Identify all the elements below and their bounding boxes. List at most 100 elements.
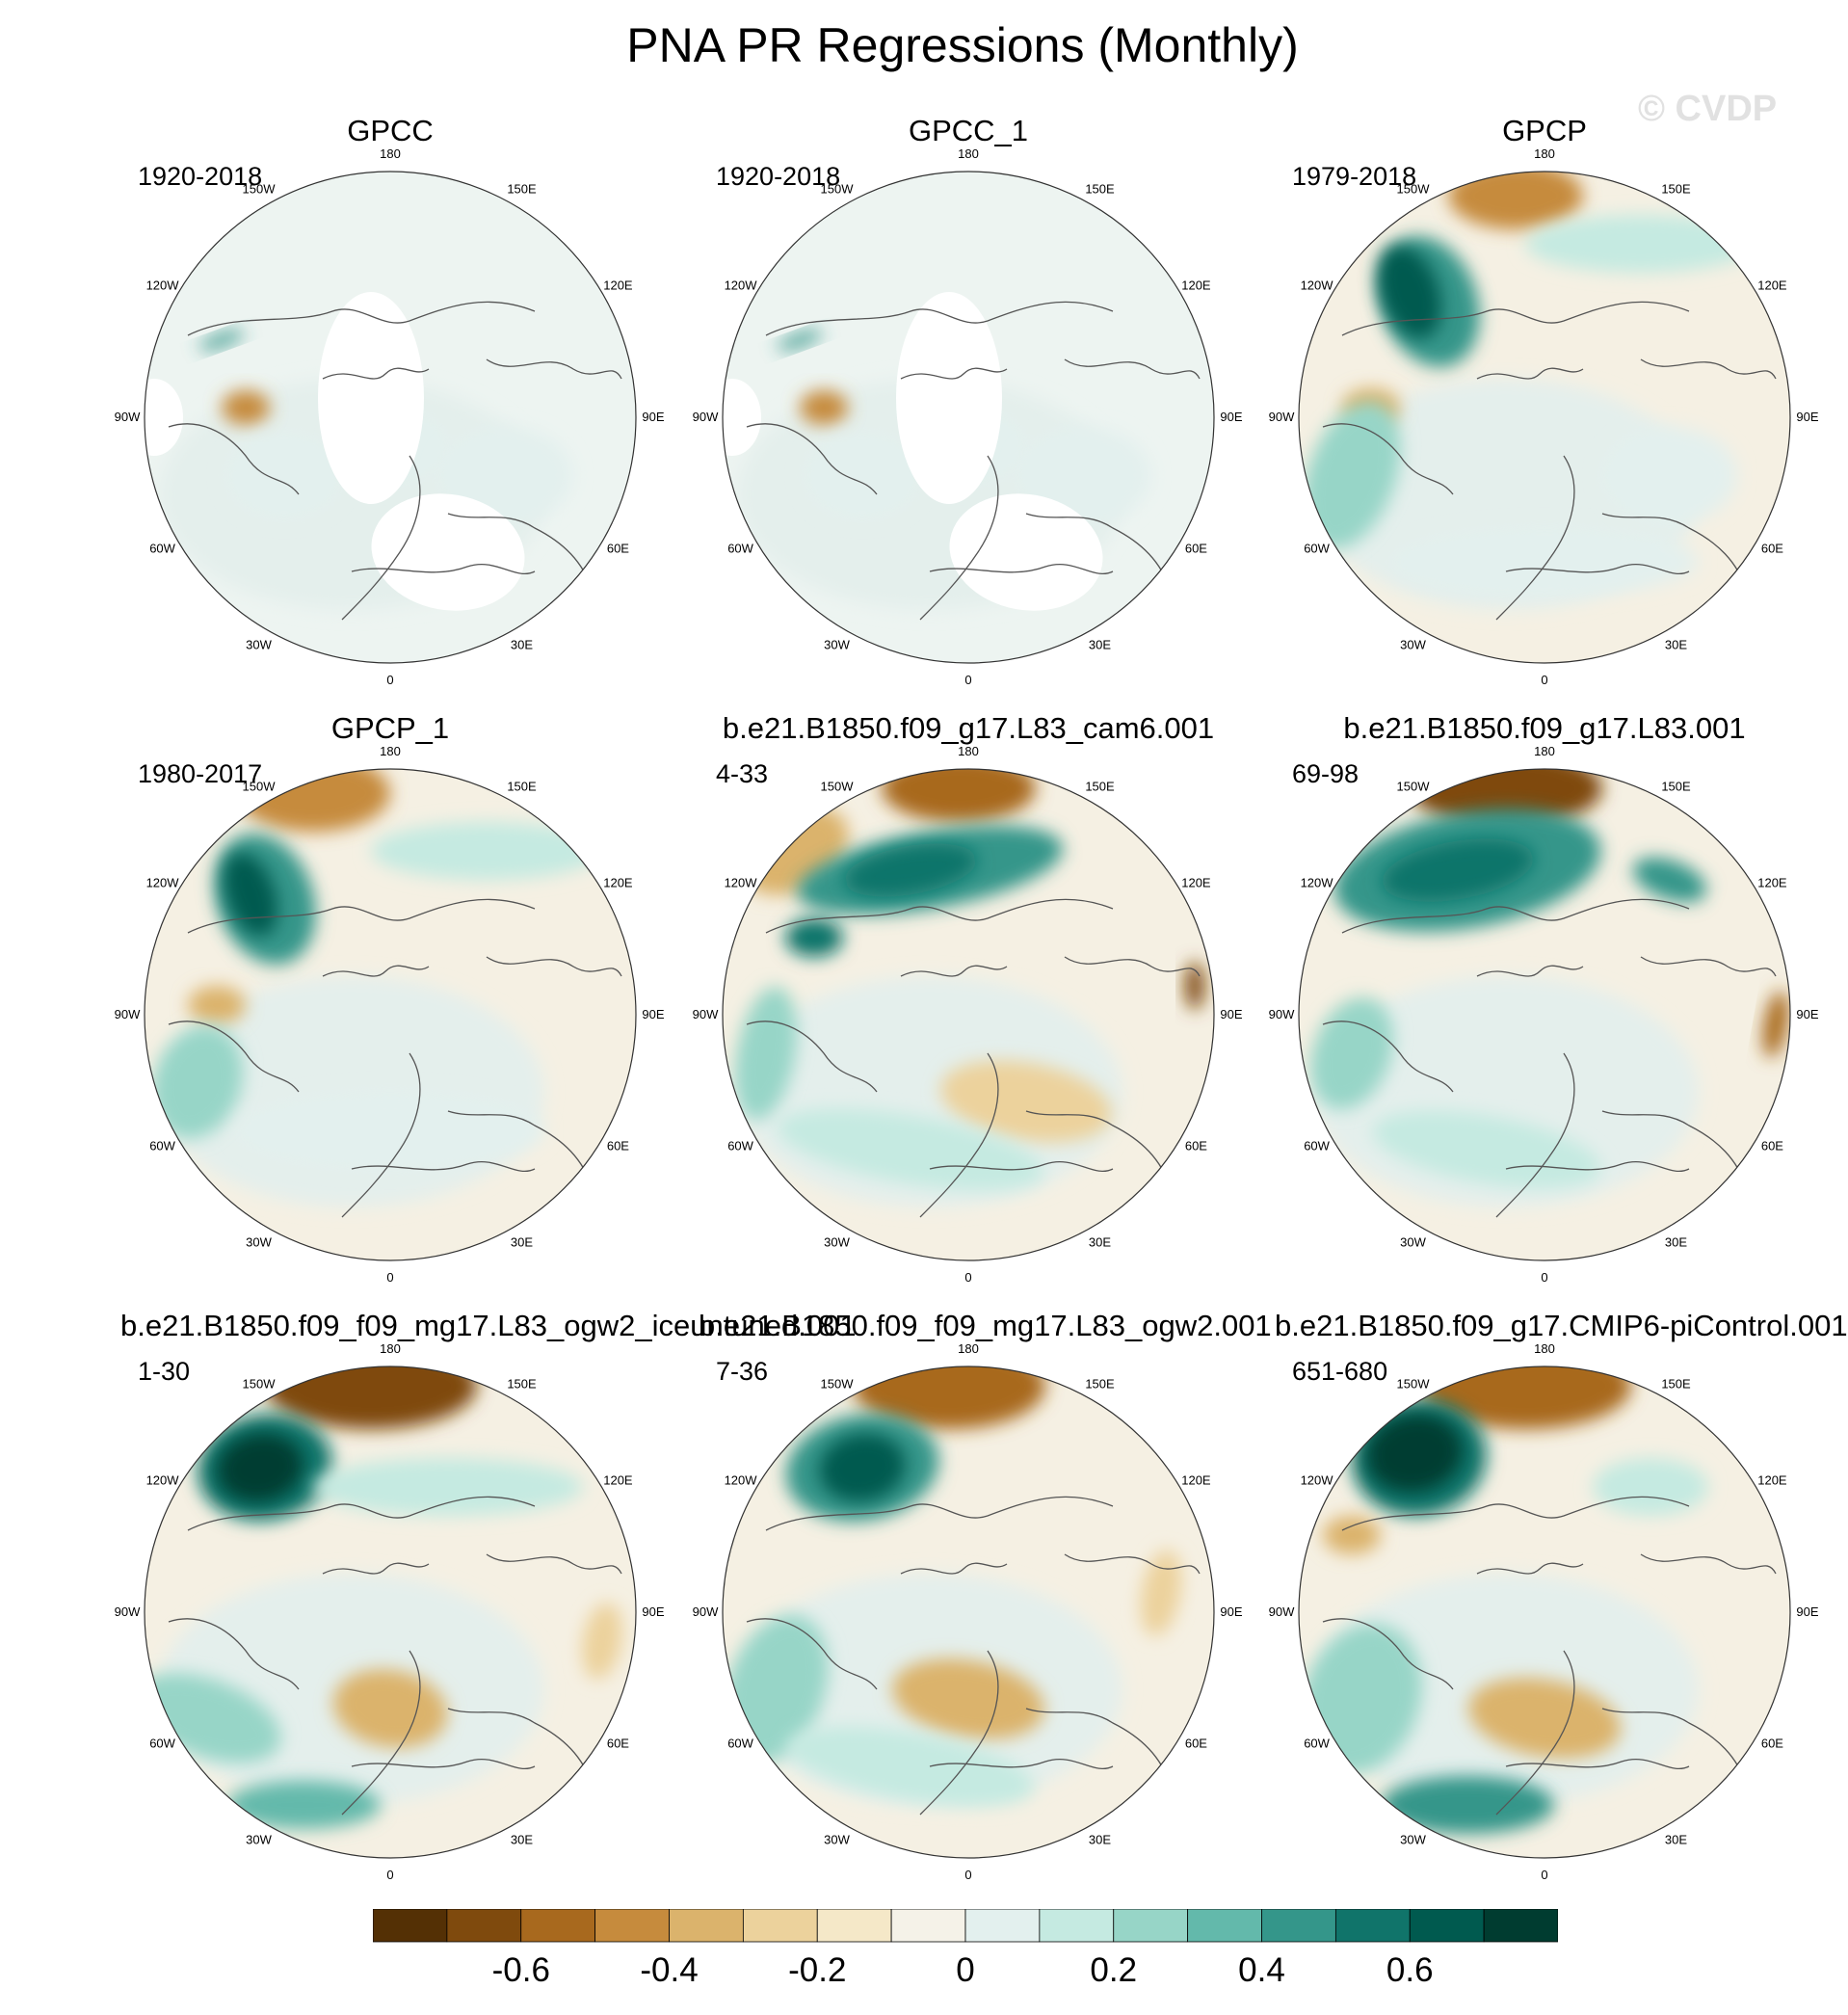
longitude-label: 90W (693, 1007, 719, 1021)
longitude-label: 0 (1541, 1868, 1547, 1882)
polar-map: 180 150E 120E 90E 60E 30E 0 30W 60W 90W 120W 150W (115, 744, 665, 1285)
longitude-label: 60E (1761, 1139, 1783, 1153)
polar-map: 180 150E 120E 90E 60E 30E 0 30W 60W 90W 120W 150W (693, 1341, 1243, 1882)
regression-field-patch (1366, 1414, 1463, 1493)
coastline (929, 1160, 1114, 1173)
colorbar-box (1334, 1909, 1411, 1943)
longitude-label: 90E (642, 1604, 664, 1619)
panel-title: GPCP_1 (330, 711, 450, 745)
longitude-label: 90E (642, 1007, 664, 1021)
longitude-label: 120E (1757, 876, 1787, 890)
coastline (341, 1052, 421, 1218)
regression-field-patch (1323, 1516, 1381, 1554)
regression-field-patch (226, 432, 342, 518)
longitude-label: 120E (1181, 278, 1211, 293)
longitude-label: 180 (1534, 1341, 1555, 1356)
missing-data-area (723, 379, 761, 456)
coastline (765, 898, 1114, 934)
longitude-label: 150E (1085, 182, 1115, 197)
polar-map: 180 150E 120E 90E 60E 30E 0 30W 60W 90W 120W 150W (1269, 1341, 1819, 1882)
longitude-label: 120W (725, 1473, 758, 1488)
coastline (322, 1562, 430, 1575)
map-panel: GPCC 180 150E 120E 90E 60E 30E 0 30W 60W 90W 120W 15… (115, 114, 665, 692)
colorbar-box (594, 1909, 670, 1943)
coastline (765, 1496, 1114, 1531)
map-panel: b.e21.B1850.f09_g17.L83_cam6.001 180 150E 1… (693, 711, 1243, 1289)
panel-title: GPCC (347, 114, 434, 147)
longitude-label: 180 (1534, 146, 1555, 161)
coastline (765, 301, 1114, 336)
coastline (322, 965, 430, 977)
longitude-label: 90E (1796, 1007, 1818, 1021)
longitude-label: 90E (642, 410, 664, 424)
coastline (486, 358, 622, 380)
longitude-label: 150E (1085, 780, 1115, 794)
coastline (1505, 563, 1690, 575)
polar-map: 180 150E 120E 90E 60E 30E 0 30W 60W 90W 120W 150W (693, 744, 1243, 1285)
regression-field-patch (1410, 769, 1602, 827)
regression-field-patch (198, 330, 245, 351)
longitude-label: 150E (1661, 1377, 1691, 1392)
polar-map: 180 150E 120E 90E 60E 30E 0 30W 60W 90W 120W 150W (693, 146, 1243, 687)
longitude-label: 30W (824, 1832, 850, 1846)
regression-field-patch (1602, 427, 1737, 523)
regression-field-patch (853, 1366, 1045, 1429)
longitude-label: 60W (1304, 542, 1330, 556)
longitude-label: 60W (727, 1139, 753, 1153)
regression-field-patch (1390, 528, 1699, 596)
longitude-label: 30E (1089, 637, 1111, 651)
colorbar-tick-label: -0.4 (640, 1951, 699, 1989)
longitude-label: 60E (1761, 542, 1783, 556)
map-panel: b.e21.B1850.f09_f09_mg17.L83_ogw2_iceunt… (115, 1309, 857, 1887)
coastline (1025, 1708, 1172, 1787)
coastline (1341, 898, 1690, 934)
regression-field-patch (313, 1458, 583, 1516)
coastline (1505, 1758, 1690, 1770)
regression-field-patch (332, 1669, 448, 1748)
coastline (1601, 1110, 1748, 1189)
coastline (1601, 513, 1748, 592)
regression-field-patch (891, 1658, 1045, 1739)
longitude-label: 30E (1089, 1234, 1111, 1249)
longitude-label: 180 (1534, 744, 1555, 758)
coastline (341, 455, 421, 621)
coastline (351, 563, 536, 575)
coastline (1322, 1021, 1454, 1093)
regression-field-patch (582, 1603, 622, 1680)
longitude-label: 90E (1220, 1007, 1242, 1021)
longitude-label: 30W (1400, 1234, 1426, 1249)
coastline (1476, 1562, 1584, 1575)
coastline (447, 513, 594, 592)
longitude-label: 60E (1185, 1737, 1207, 1751)
coastline (1476, 965, 1584, 977)
longitude-label: 180 (380, 146, 401, 161)
coastline (900, 965, 1008, 977)
colorbar-box (890, 1909, 966, 1943)
longitude-label: 120W (1301, 876, 1334, 890)
coastline (168, 1021, 300, 1093)
coastline (746, 423, 878, 495)
longitude-label: 60E (607, 1139, 629, 1153)
longitude-label: 120W (146, 876, 180, 890)
colorbar-box (1261, 1909, 1336, 1943)
colorbar-box (742, 1909, 818, 1943)
map-border (1298, 1365, 1791, 1859)
longitude-label: 90W (115, 1604, 141, 1619)
panel-period: 4-33 (716, 759, 769, 788)
longitude-label: 0 (964, 1270, 971, 1285)
longitude-label: 150E (1085, 1377, 1115, 1392)
missing-data-area (949, 493, 1103, 611)
panel-period: 1920-2018 (716, 162, 841, 191)
map-border (722, 768, 1215, 1261)
longitude-label: 30W (1400, 637, 1426, 651)
regression-field-patch (1382, 838, 1534, 902)
longitude-label: 0 (964, 1868, 971, 1882)
coastline (1064, 358, 1201, 380)
map-panel: b.e21.B1850.f09_g17.L83.001 180 150E 120E 90… (1269, 711, 1819, 1289)
polar-map: 180 150E 120E 90E 60E 30E 0 30W 60W 90W 120W 150W (115, 1341, 665, 1882)
coastline (1341, 301, 1690, 336)
coastline (1064, 956, 1201, 977)
coastline (486, 1553, 622, 1575)
colorbar-box (520, 1909, 596, 1943)
longitude-label: 150E (507, 182, 537, 197)
